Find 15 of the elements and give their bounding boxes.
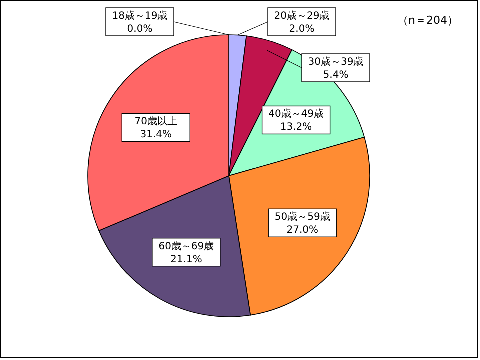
text: （n＝204） [398, 14, 458, 27]
slice-label: 40歳～49歳 [268, 108, 324, 120]
data-label: 31.4% [140, 130, 172, 141]
data-label: 21.1% [170, 254, 202, 266]
data-label: 2.0% [289, 24, 315, 35]
data-label: 27.0% [286, 225, 319, 236]
category-label: 18歳～19歳 [112, 11, 168, 22]
slice-label: 20歳～29歳 [274, 10, 330, 22]
slice-label: 50歳～59歳 [274, 211, 330, 224]
legend-label: 30歳～39歳 [308, 56, 364, 68]
slice-label: 60歳～69歳 [158, 240, 214, 252]
data-label: 5.4% [323, 70, 349, 81]
slice-label: 70歳以上 [134, 116, 178, 128]
data-label: 13.2% [280, 122, 312, 134]
text: 0.0% [127, 24, 153, 35]
